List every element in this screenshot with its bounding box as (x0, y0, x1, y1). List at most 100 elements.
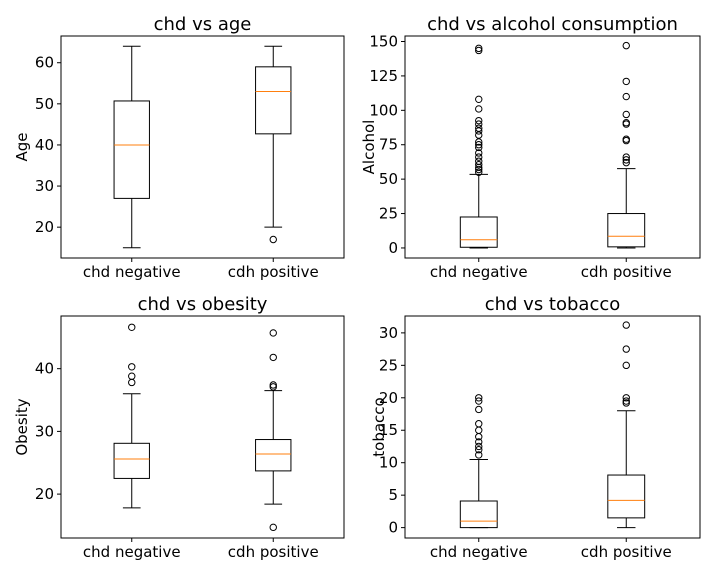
y-tick-label: 60 (35, 54, 54, 72)
outlier-point (475, 442, 483, 451)
box-2 (607, 321, 646, 529)
x-tick-label: chd negative (430, 263, 528, 281)
outlier-point (475, 105, 483, 113)
y-tick-label: 30 (35, 422, 54, 440)
chart-title: chd vs tobacco (485, 294, 621, 315)
outlier-point (622, 361, 630, 370)
outlier-point (128, 372, 136, 380)
x-tick-label: cdh positive (581, 263, 672, 281)
outlier-point (269, 329, 277, 337)
y-tick-label: 30 (379, 324, 398, 342)
y-tick-label: 20 (35, 218, 54, 236)
y-axis-label: Obesity (13, 398, 31, 455)
box-2 (255, 45, 292, 244)
outlier-point (475, 446, 483, 454)
y-tick-label: 25 (379, 205, 398, 223)
chart-title: chd vs age (154, 14, 252, 35)
box-1 (459, 44, 498, 249)
outlier-point (622, 321, 630, 329)
outlier-point (269, 383, 277, 391)
y-tick-label: 25 (379, 356, 398, 374)
outlier-point (622, 394, 630, 402)
iqr-box (255, 439, 292, 472)
outlier-point (475, 405, 483, 414)
outlier-point (622, 399, 630, 407)
outlier-point (622, 153, 630, 161)
outlier-point (475, 160, 483, 169)
y-tick-label: 5 (388, 486, 398, 504)
x-tick-label: cdh positive (228, 543, 319, 561)
y-tick-label: 50 (379, 170, 398, 188)
box-2 (255, 329, 292, 532)
axes-frame (404, 35, 701, 259)
axes-frame (404, 315, 701, 539)
y-axis-label: Alcohol (360, 120, 378, 175)
iqr-box (255, 66, 292, 135)
outlier-point (269, 235, 277, 244)
outlier-point (475, 426, 483, 434)
outlier-point (475, 44, 483, 53)
outlier-point (475, 420, 483, 428)
outlier-point (475, 397, 483, 405)
outlier-point (269, 353, 277, 362)
outlier-point (475, 168, 483, 176)
outlier-point (128, 378, 136, 387)
iqr-box (113, 442, 150, 479)
outlier-point (475, 120, 483, 128)
x-tick-label: chd negative (430, 543, 528, 561)
y-tick-label: 15 (379, 421, 398, 439)
box-1 (113, 45, 150, 249)
outlier-point (622, 92, 630, 101)
iqr-box (459, 216, 498, 248)
outlier-point (475, 46, 483, 55)
y-tick-label: 125 (369, 67, 398, 85)
outlier-point (475, 157, 483, 165)
y-tick-label: 50 (35, 95, 54, 113)
outlier-point (622, 158, 630, 167)
outlier-point (128, 323, 136, 331)
y-tick-label: 20 (35, 485, 54, 503)
x-tick-label: cdh positive (228, 263, 319, 281)
outlier-point (622, 110, 630, 119)
panel-3: chd vs obesity Obesity 20 30 40 chd negative c… (13, 294, 345, 561)
outlier-point (128, 363, 136, 371)
y-tick-label: 20 (379, 389, 398, 407)
outlier-point (622, 77, 630, 86)
x-tick-label: chd negative (83, 263, 181, 281)
axes-frame (60, 35, 345, 259)
chart-title: chd vs alcohol consumption (427, 14, 678, 35)
panel-1: chd vs age Age 20 30 40 50 60 chd negative cdh p… (13, 14, 345, 281)
outlier-point (475, 451, 483, 459)
outlier-point (475, 95, 483, 104)
panel-4: chd vs tobacco tobacco 0 5 10 15 20 25 30 chd neg… (370, 294, 701, 561)
axes-frame (60, 315, 345, 539)
x-tick-label: cdh positive (581, 543, 672, 561)
outlier-point (622, 156, 630, 164)
box-1 (459, 394, 498, 529)
outlier-point (475, 153, 483, 161)
y-tick-label: 10 (379, 454, 398, 472)
outlier-point (622, 397, 630, 405)
panel-2: chd vs alcohol consumption Alcohol 0 25 50 75… (360, 14, 701, 281)
outlier-point (622, 119, 630, 127)
y-tick-label: 0 (388, 519, 398, 537)
y-tick-label: 30 (35, 177, 54, 195)
iqr-box (607, 213, 646, 248)
outlier-point (269, 381, 277, 389)
outlier-point (475, 165, 483, 174)
y-tick-label: 75 (379, 136, 398, 154)
outlier-point (622, 345, 630, 353)
outlier-point (475, 438, 483, 446)
outlier-point (475, 394, 483, 402)
outlier-point (475, 116, 483, 125)
box-1 (113, 323, 150, 509)
y-tick-label: 40 (35, 360, 54, 378)
y-tick-label: 0 (388, 239, 398, 257)
iqr-box (459, 500, 498, 529)
outlier-point (475, 149, 483, 157)
outlier-point (475, 141, 483, 149)
y-tick-label: 150 (369, 33, 398, 51)
outlier-point (475, 124, 483, 132)
outlier-point (269, 523, 277, 532)
